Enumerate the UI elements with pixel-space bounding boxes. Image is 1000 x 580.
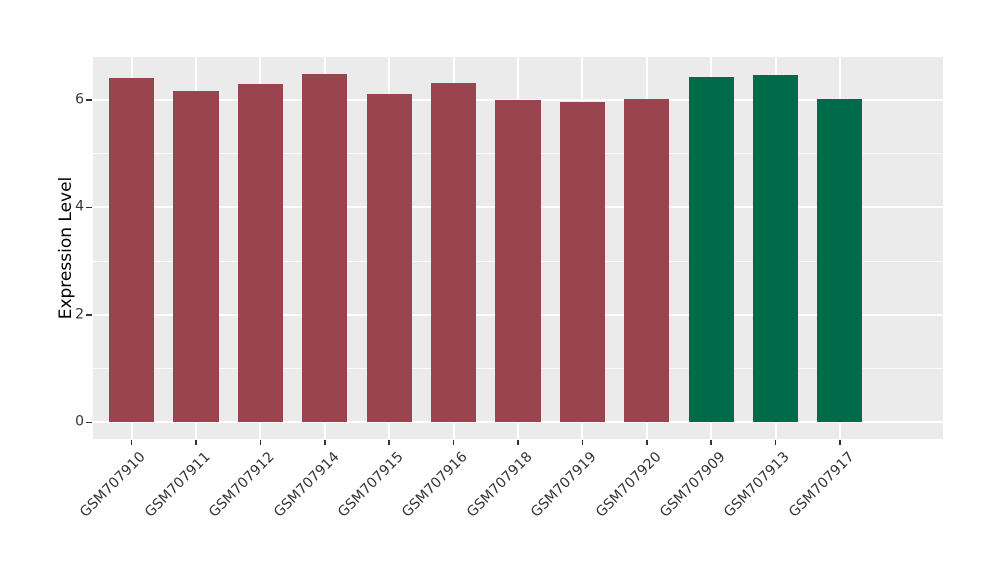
- x-tick-label-GSM707911: GSM707911: [141, 449, 214, 521]
- x-tick-label-GSM707909: GSM707909: [656, 449, 729, 521]
- bar-GSM707920: [624, 99, 670, 423]
- x-tick-mark-GSM707918: [517, 440, 519, 445]
- y-tick-label-2: 2: [75, 306, 84, 323]
- x-tick-label-GSM707919: GSM707919: [528, 449, 600, 521]
- x-tick-mark-GSM707915: [388, 440, 390, 445]
- x-tick-mark-GSM707919: [581, 440, 584, 445]
- bar-GSM707914: [302, 74, 348, 423]
- x-tick-label-GSM707912: GSM707912: [206, 449, 278, 521]
- x-tick-mark-GSM707917: [839, 440, 841, 445]
- x-tick-mark-GSM707912: [259, 440, 262, 445]
- y-tick-label-4: 4: [75, 199, 84, 216]
- x-tick-label-GSM707918: GSM707918: [463, 449, 536, 521]
- y-tick-mark-4: [86, 206, 92, 209]
- x-tick-label-GSM707913: GSM707913: [721, 449, 793, 521]
- x-tick-mark-GSM707916: [452, 440, 455, 445]
- y-axis-title: Expression Level: [56, 176, 76, 320]
- bar-GSM707911: [173, 90, 219, 423]
- x-tick-mark-GSM707911: [195, 440, 197, 445]
- bar-GSM707916: [431, 82, 477, 423]
- bar-GSM707910: [109, 78, 155, 423]
- y-tick-mark-0: [86, 421, 92, 424]
- x-tick-label-GSM707910: GSM707910: [77, 449, 149, 521]
- bar-GSM707918: [495, 99, 541, 423]
- plot-panel: [93, 57, 943, 439]
- bar-GSM707915: [366, 93, 412, 423]
- y-tick-label-0: 0: [75, 414, 84, 431]
- x-tick-label-GSM707920: GSM707920: [592, 449, 665, 521]
- bar-GSM707912: [237, 83, 283, 423]
- x-tick-mark-GSM707920: [646, 440, 648, 445]
- x-tick-label-GSM707914: GSM707914: [270, 449, 343, 521]
- y-tick-mark-6: [86, 99, 92, 101]
- x-tick-label-GSM707915: GSM707915: [334, 449, 407, 521]
- x-tick-mark-GSM707910: [130, 440, 133, 445]
- bar-GSM707913: [753, 75, 799, 423]
- x-tick-mark-GSM707914: [324, 440, 326, 445]
- bar-GSM707917: [817, 99, 863, 423]
- x-tick-label-GSM707917: GSM707917: [785, 449, 858, 521]
- bar-GSM707909: [688, 77, 734, 423]
- x-tick-mark-GSM707909: [710, 440, 712, 445]
- bar-GSM707919: [559, 102, 605, 423]
- y-tick-label-6: 6: [75, 91, 84, 108]
- x-tick-mark-GSM707913: [774, 440, 777, 445]
- x-tick-label-GSM707916: GSM707916: [399, 449, 471, 521]
- y-tick-mark-2: [86, 314, 92, 316]
